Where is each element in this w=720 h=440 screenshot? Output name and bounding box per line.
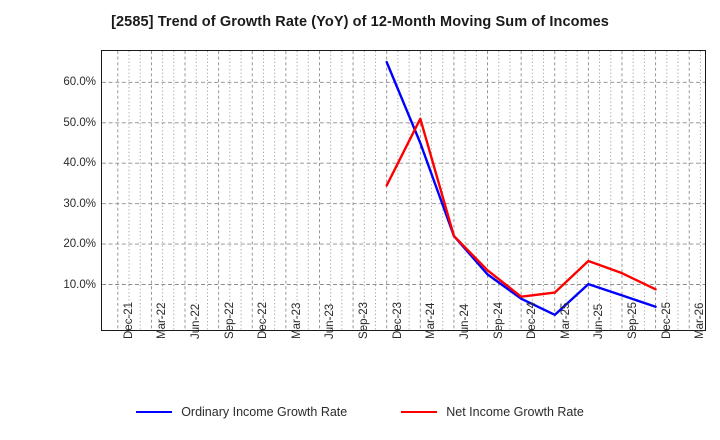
plot-area bbox=[101, 50, 706, 331]
legend-item-ordinary-income: Ordinary Income Growth Rate bbox=[136, 405, 347, 419]
x-axis-tick-label: Dec-23 bbox=[391, 301, 404, 339]
chart-title: [2585] Trend of Growth Rate (YoY) of 12-… bbox=[111, 14, 609, 30]
x-axis-tick-label: Sep-25 bbox=[626, 301, 639, 339]
legend-line-icon-ordinary bbox=[136, 411, 173, 413]
chart-legend: Ordinary Income Growth Rate Net Income G… bbox=[0, 405, 720, 419]
y-axis-tick-label: 40.0% bbox=[63, 157, 96, 170]
x-axis-tick-label: Mar-26 bbox=[694, 302, 707, 339]
y-axis-tick-label: 50.0% bbox=[63, 116, 96, 129]
x-axis-tick-label: Mar-23 bbox=[290, 302, 303, 339]
x-axis-tick-label: Dec-25 bbox=[660, 301, 673, 339]
legend-line-icon-net bbox=[401, 411, 438, 413]
x-axis-tick-label: Jun-25 bbox=[593, 303, 606, 339]
y-axis-tick-label: 60.0% bbox=[63, 76, 96, 89]
x-axis-tick-label: Dec-22 bbox=[257, 301, 270, 339]
x-axis-tick-label: Jun-24 bbox=[458, 303, 471, 339]
x-axis-tick-label: Dec-24 bbox=[526, 301, 539, 339]
x-axis-tick-label: Jun-23 bbox=[324, 303, 337, 339]
x-axis-tick-label: Dec-21 bbox=[122, 301, 135, 339]
x-axis-tick-label: Sep-23 bbox=[358, 301, 371, 339]
y-axis-tick-label: 10.0% bbox=[63, 278, 96, 291]
x-axis-tick-label: Sep-22 bbox=[223, 301, 236, 339]
legend-item-net-income: Net Income Growth Rate bbox=[401, 405, 584, 419]
x-axis-tick-label: Mar-22 bbox=[156, 302, 169, 339]
x-axis-tick-label: Sep-24 bbox=[492, 301, 505, 339]
x-axis-tick-label: Mar-24 bbox=[425, 302, 438, 339]
x-axis-tick-label: Jun-22 bbox=[190, 303, 203, 339]
y-axis-tick-label: 20.0% bbox=[63, 238, 96, 251]
legend-label-ordinary: Ordinary Income Growth Rate bbox=[181, 405, 348, 419]
x-axis-tick-label: Mar-25 bbox=[559, 302, 572, 339]
y-axis-tick-labels: 10.0% 20.0% 30.0% 40.0% 50.0% 60.0% bbox=[38, 0, 96, 440]
legend-label-net: Net Income Growth Rate bbox=[446, 405, 584, 419]
y-axis-tick-label: 30.0% bbox=[63, 197, 96, 210]
